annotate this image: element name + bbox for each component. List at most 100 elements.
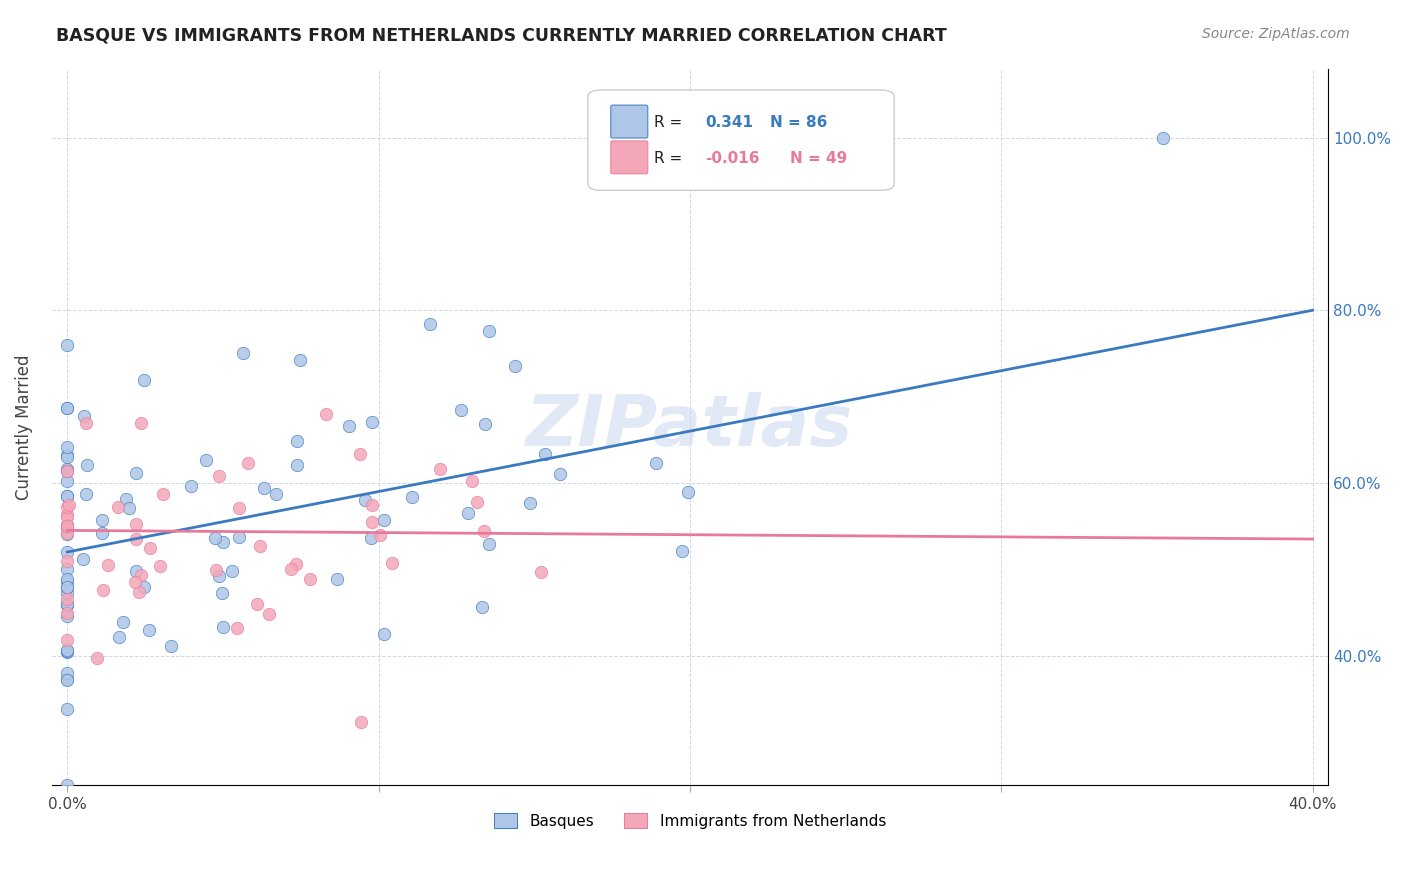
Immigrants from Netherlands [152,487,174,501]
Basques [56,527,79,541]
Immigrants from Netherlands [129,567,152,582]
Basques [56,665,79,680]
Basques [114,491,136,506]
FancyBboxPatch shape [588,90,894,190]
Basques [56,489,79,503]
Immigrants from Netherlands [530,566,553,580]
Immigrants from Netherlands [299,573,322,587]
Immigrants from Netherlands [208,469,231,483]
Immigrants from Netherlands [381,556,404,570]
Immigrants from Netherlands [465,495,488,509]
Basques [285,434,308,448]
Immigrants from Netherlands [461,474,484,488]
Basques [76,458,98,472]
Immigrants from Netherlands [56,606,79,620]
Basques [56,581,79,595]
Immigrants from Netherlands [125,533,148,547]
Basques [118,501,141,516]
Immigrants from Netherlands [56,465,79,479]
Basques [194,453,217,467]
Basques [450,402,472,417]
Basques [108,630,131,644]
Basques [56,580,79,594]
Immigrants from Netherlands [124,517,146,532]
Immigrants from Netherlands [315,407,337,421]
Basques [160,640,183,654]
Basques [134,373,156,387]
Basques [56,440,79,454]
Text: N = 49: N = 49 [790,151,846,166]
Immigrants from Netherlands [236,456,259,470]
Immigrants from Netherlands [361,498,384,512]
Basques [56,401,79,415]
Basques [56,461,79,475]
Basques [285,458,308,472]
Basques [56,778,79,792]
Basques [56,338,79,352]
Basques [56,673,79,687]
Immigrants from Netherlands [56,591,79,606]
Basques [56,448,79,462]
Immigrants from Netherlands [56,519,79,533]
Basques [56,401,79,416]
Basques [56,597,79,611]
Immigrants from Netherlands [350,714,373,729]
Basques [457,506,479,520]
Immigrants from Netherlands [225,621,247,635]
Basques [676,485,699,500]
Immigrants from Netherlands [58,498,80,512]
Immigrants from Netherlands [257,607,280,622]
Text: R =: R = [654,151,682,166]
Legend: Basques, Immigrants from Netherlands: Basques, Immigrants from Netherlands [488,806,891,835]
Immigrants from Netherlands [107,500,129,514]
Basques [519,496,541,510]
Immigrants from Netherlands [249,539,271,553]
Text: ZIPatlas: ZIPatlas [526,392,853,461]
Basques [56,562,79,576]
Immigrants from Netherlands [56,500,79,515]
Basques [360,415,382,429]
Basques [353,493,375,508]
Basques [373,627,395,641]
Basques [56,643,79,657]
Immigrants from Netherlands [128,585,150,599]
Immigrants from Netherlands [86,650,108,665]
Y-axis label: Currently Married: Currently Married [15,354,32,500]
Basques [56,673,79,688]
Immigrants from Netherlands [204,563,226,577]
Immigrants from Netherlands [129,416,152,430]
Basques [211,619,233,633]
Text: Source: ZipAtlas.com: Source: ZipAtlas.com [1202,27,1350,41]
Basques [503,359,526,373]
Text: 0.341: 0.341 [706,115,754,129]
Immigrants from Netherlands [97,558,120,572]
Immigrants from Netherlands [361,515,384,529]
Basques [221,564,243,578]
Basques [252,481,274,495]
Basques [204,531,226,545]
Basques [56,598,79,612]
Basques [471,600,494,615]
Basques [56,520,79,534]
Immigrants from Netherlands [56,632,79,647]
Immigrants from Netherlands [228,501,250,516]
Immigrants from Netherlands [149,558,172,573]
Immigrants from Netherlands [284,558,307,572]
Basques [474,417,496,432]
Basques [401,490,423,504]
Immigrants from Netherlands [56,508,79,522]
Basques [56,574,79,588]
Basques [478,324,501,338]
Basques [56,644,79,658]
Basques [534,447,557,461]
Basques [125,467,148,481]
Immigrants from Netherlands [245,598,267,612]
Basques [212,534,235,549]
Basques [56,645,79,659]
Basques [73,409,96,424]
Basques [134,580,156,594]
Text: R =: R = [654,115,682,129]
Text: BASQUE VS IMMIGRANTS FROM NETHERLANDS CURRENTLY MARRIED CORRELATION CHART: BASQUE VS IMMIGRANTS FROM NETHERLANDS CU… [56,27,948,45]
Basques [75,487,97,501]
Basques [337,418,360,433]
